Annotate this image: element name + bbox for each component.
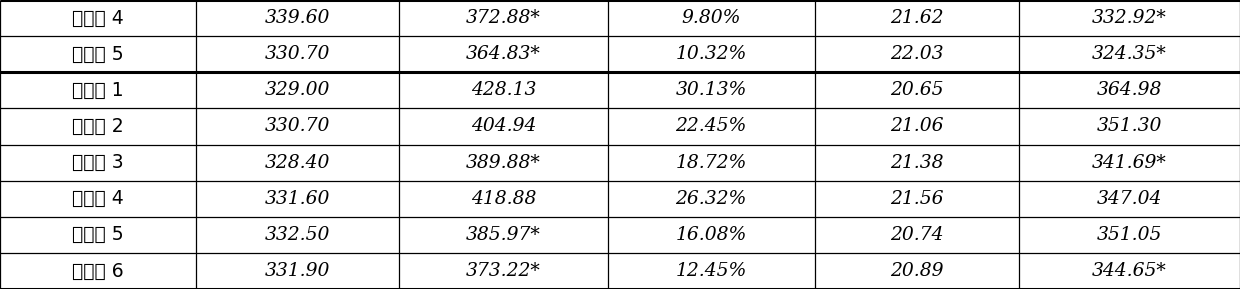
Text: 339.60: 339.60 [265,9,330,27]
Text: 对比例 6: 对比例 6 [72,262,124,280]
Text: 12.45%: 12.45% [676,262,746,280]
Text: 21.56: 21.56 [890,190,944,208]
Text: 324.35*: 324.35* [1092,45,1167,63]
Text: 331.90: 331.90 [265,262,330,280]
Text: 332.50: 332.50 [265,226,330,244]
Text: 385.97*: 385.97* [466,226,541,244]
Text: 341.69*: 341.69* [1092,153,1167,172]
Text: 21.38: 21.38 [890,153,944,172]
Text: 对比例 2: 对比例 2 [72,117,124,136]
Text: 21.62: 21.62 [890,9,944,27]
Text: 20.74: 20.74 [890,226,944,244]
Text: 428.13: 428.13 [471,81,536,99]
Text: 18.72%: 18.72% [676,153,746,172]
Text: 26.32%: 26.32% [676,190,746,208]
Text: 20.89: 20.89 [890,262,944,280]
Text: 389.88*: 389.88* [466,153,541,172]
Text: 对比例 4: 对比例 4 [72,189,124,208]
Text: 331.60: 331.60 [265,190,330,208]
Text: 351.30: 351.30 [1097,117,1162,136]
Text: 418.88: 418.88 [471,190,536,208]
Text: 372.88*: 372.88* [466,9,541,27]
Text: 347.04: 347.04 [1097,190,1162,208]
Text: 328.40: 328.40 [265,153,330,172]
Text: 实施例 4: 实施例 4 [72,9,124,27]
Text: 329.00: 329.00 [265,81,330,99]
Text: 30.13%: 30.13% [676,81,746,99]
Text: 373.22*: 373.22* [466,262,541,280]
Text: 22.45%: 22.45% [676,117,746,136]
Text: 9.80%: 9.80% [682,9,740,27]
Text: 对比例 5: 对比例 5 [72,225,124,244]
Text: 332.92*: 332.92* [1092,9,1167,27]
Text: 351.05: 351.05 [1097,226,1162,244]
Text: 16.08%: 16.08% [676,226,746,244]
Text: 364.98: 364.98 [1097,81,1162,99]
Text: 330.70: 330.70 [265,45,330,63]
Text: 404.94: 404.94 [471,117,536,136]
Text: 330.70: 330.70 [265,117,330,136]
Text: 10.32%: 10.32% [676,45,746,63]
Text: 实施例 5: 实施例 5 [72,45,124,64]
Text: 20.65: 20.65 [890,81,944,99]
Text: 21.06: 21.06 [890,117,944,136]
Text: 对比例 1: 对比例 1 [72,81,124,100]
Text: 364.83*: 364.83* [466,45,541,63]
Text: 344.65*: 344.65* [1092,262,1167,280]
Text: 22.03: 22.03 [890,45,944,63]
Text: 对比例 3: 对比例 3 [72,153,124,172]
